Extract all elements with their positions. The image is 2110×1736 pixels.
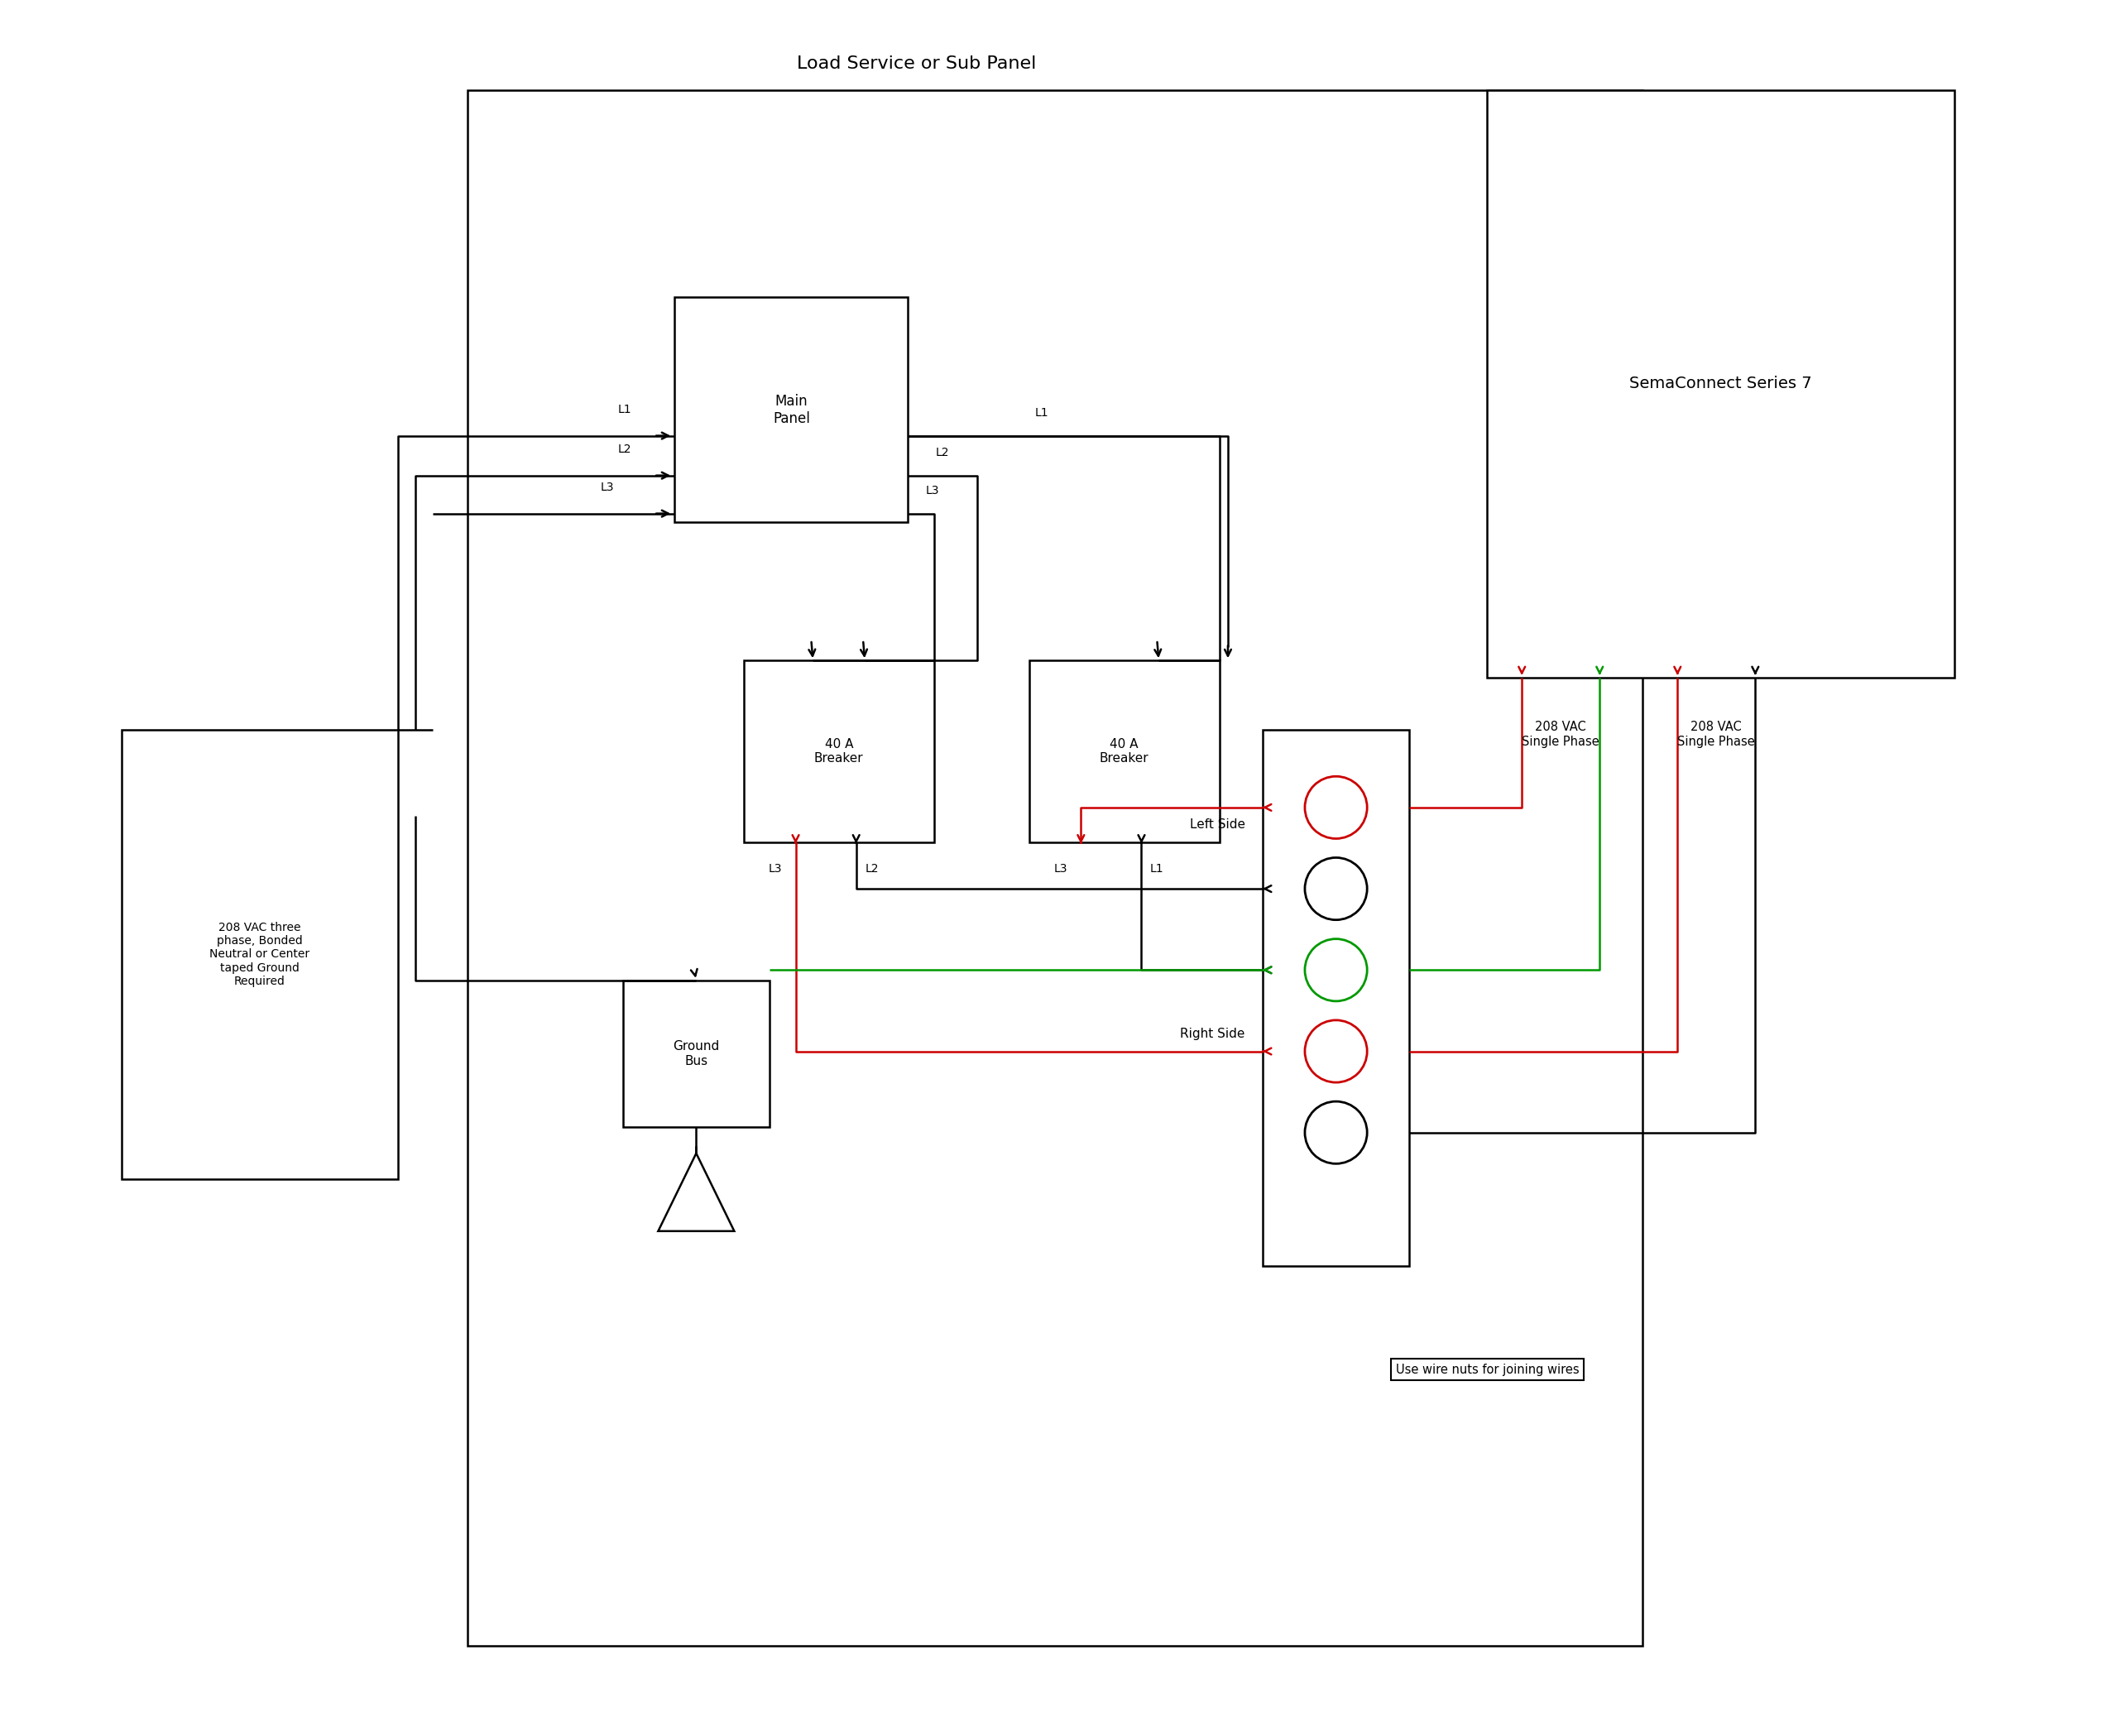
Bar [1030,660,1220,842]
Text: 208 VAC
Single Phase: 208 VAC Single Phase [1521,720,1599,748]
Bar [466,90,1644,1646]
Text: 40 A
Breaker: 40 A Breaker [814,738,863,764]
Text: L3: L3 [1053,863,1068,875]
Text: Left Side: Left Side [1190,819,1245,832]
Circle shape [1304,1101,1367,1163]
Text: Main
Panel: Main Panel [772,394,810,425]
Text: 40 A
Breaker: 40 A Breaker [1099,738,1148,764]
Circle shape [1304,1021,1367,1083]
Polygon shape [658,1153,734,1231]
Bar [1262,729,1409,1266]
Text: Use wire nuts for joining wires: Use wire nuts for joining wires [1395,1363,1578,1375]
Circle shape [1304,939,1367,1002]
Circle shape [1304,776,1367,838]
Text: L1: L1 [1150,863,1165,875]
Text: L2: L2 [618,443,631,455]
Text: 208 VAC three
phase, Bonded
Neutral or Center
taped Ground
Required: 208 VAC three phase, Bonded Neutral or C… [209,922,310,988]
Text: L1: L1 [618,403,631,415]
Text: L2: L2 [865,863,878,875]
Text: 208 VAC
Single Phase: 208 VAC Single Phase [1677,720,1756,748]
Bar [743,660,935,842]
Bar [1488,90,1954,677]
Text: Right Side: Right Side [1179,1028,1245,1040]
Text: L3: L3 [601,481,614,493]
Text: SemaConnect Series 7: SemaConnect Series 7 [1629,377,1812,392]
Text: Ground
Bus: Ground Bus [673,1040,720,1068]
Circle shape [1304,858,1367,920]
Bar [120,729,399,1179]
Text: L2: L2 [935,446,949,458]
Text: L1: L1 [1036,406,1049,418]
Text: Load Service or Sub Panel: Load Service or Sub Panel [798,56,1036,73]
Bar [675,297,907,523]
Text: L3: L3 [768,863,783,875]
Bar [622,981,770,1127]
Text: L3: L3 [926,484,939,496]
